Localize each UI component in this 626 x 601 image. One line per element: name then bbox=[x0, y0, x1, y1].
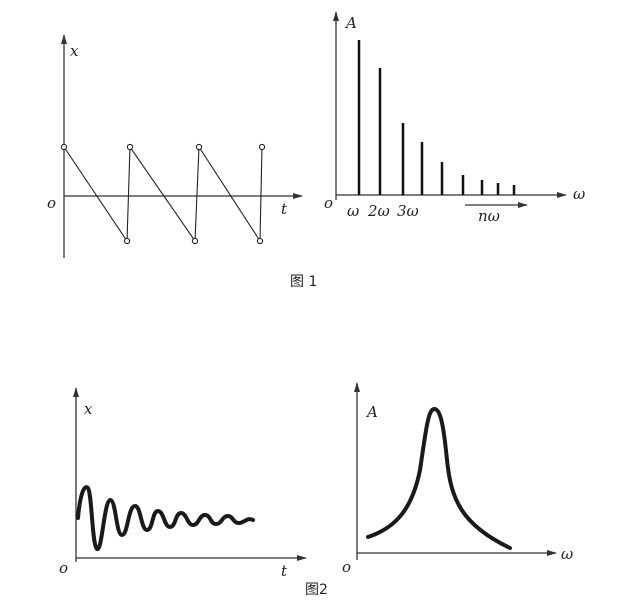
resonance-curve bbox=[366, 407, 512, 550]
caption: 图2 bbox=[305, 582, 328, 598]
sawtooth-plot: x t o bbox=[47, 34, 303, 258]
x-label: ω bbox=[561, 545, 573, 563]
origin-label: o bbox=[324, 194, 333, 212]
y-label: A bbox=[365, 403, 378, 421]
sawtooth-wave bbox=[63, 145, 263, 243]
spectrum-plot: A ω o ω 2ω 3ω nω bbox=[324, 11, 585, 225]
sample-points bbox=[60, 143, 266, 245]
y-label: x bbox=[70, 42, 79, 60]
oscillation-plot: x t o bbox=[59, 387, 307, 580]
x-label: t bbox=[281, 562, 288, 580]
spectral-lines bbox=[357, 40, 516, 195]
harmonic-label: 3ω bbox=[397, 202, 419, 220]
x-label: ω bbox=[573, 185, 585, 203]
harmonic-label: ω bbox=[347, 202, 359, 220]
origin-label: o bbox=[47, 194, 56, 212]
origin-label: o bbox=[59, 559, 68, 577]
caption: 图 1 bbox=[290, 274, 317, 290]
resonance-plot: A ω o bbox=[342, 382, 573, 576]
origin-label: o bbox=[342, 558, 351, 576]
y-label: x bbox=[84, 400, 93, 418]
damped-wave bbox=[76, 485, 255, 552]
y-label: A bbox=[344, 14, 357, 32]
harmonic-label: nω bbox=[478, 207, 500, 225]
x-label: t bbox=[281, 200, 288, 218]
harmonic-label: 2ω bbox=[367, 202, 390, 220]
